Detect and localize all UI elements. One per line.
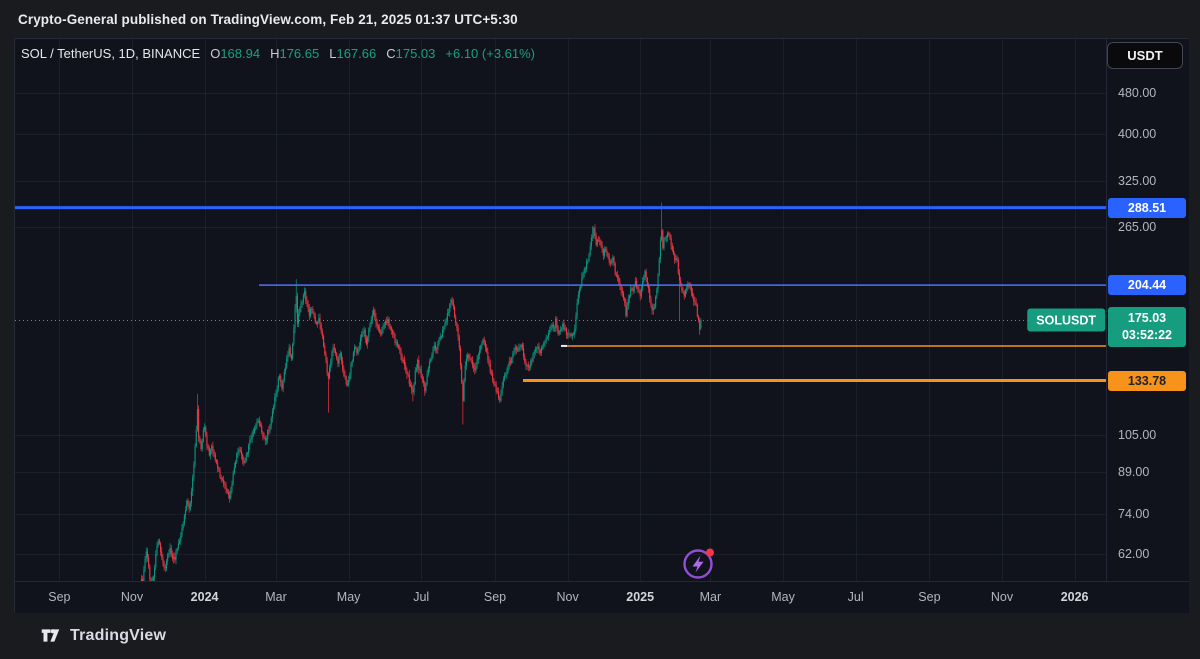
last-price-label: 175.03 03:52:22	[1108, 307, 1186, 348]
ohlc-high: H176.65	[270, 46, 320, 61]
price-tick-label: 89.00	[1118, 465, 1150, 480]
price-tick-label: 325.00	[1118, 173, 1157, 188]
price-tick-label: 265.00	[1118, 219, 1157, 234]
symbol-price-tag: SOLUSDT	[1027, 308, 1105, 332]
price-tick-label: 480.00	[1118, 86, 1157, 101]
footer: TradingView	[0, 612, 1200, 659]
ohlc-close: C175.03	[386, 46, 436, 61]
time-tick-label: 2024	[190, 590, 219, 604]
price-tick-label: 105.00	[1118, 428, 1157, 442]
time-tick-label: Sep	[48, 590, 71, 604]
time-tick-label: Nov	[120, 590, 144, 604]
notification-dot	[706, 548, 714, 557]
last-price-value: 175.03	[1127, 310, 1167, 325]
time-tick-label: May	[336, 590, 361, 604]
time-tick-label: Mar	[265, 590, 287, 604]
change-text: +6.10 (+3.61%)	[445, 46, 536, 61]
price-line-label-288[interactable]: 288.51	[1108, 197, 1186, 218]
time-tick-label: Jul	[413, 590, 430, 604]
time-tick-label: Mar	[699, 590, 722, 604]
time-tick-label: Nov	[556, 590, 579, 604]
chart-legend: SOL / TetherUS, 1D, BINANCE O168.94 H176…	[21, 46, 535, 61]
time-tick-label: Nov	[990, 590, 1014, 604]
time-tick-label: Sep	[918, 590, 941, 604]
time-tick-label: May	[771, 590, 795, 604]
currency-toggle-button[interactable]: USDT	[1107, 42, 1183, 69]
price-line-label-204[interactable]: 204.44	[1108, 275, 1186, 296]
price-line-label-133[interactable]: 133.78	[1108, 370, 1186, 391]
price-tick-label: 62.00	[1118, 546, 1150, 561]
ohlc-low: L167.66	[329, 46, 377, 61]
time-tick-label: Sep	[483, 590, 507, 604]
time-tick-label: Jul	[847, 590, 864, 604]
ohlc-open: O168.94	[210, 46, 261, 61]
candlestick-chart[interactable]	[15, 39, 1106, 581]
price-tick-label: 400.00	[1118, 127, 1157, 142]
price-tick-label: 74.00	[1118, 506, 1150, 521]
lightning-badge-icon	[683, 548, 714, 579]
time-axis[interactable]: Sep Nov 2024 Mar May Jul Sep Nov 2025 Mar May Jul Se…	[15, 581, 1189, 613]
footer-brand[interactable]: TradingView	[70, 626, 167, 644]
tradingview-logo-icon[interactable]	[40, 625, 61, 646]
time-tick-label: 2025	[626, 590, 655, 604]
published-text: Crypto-General published on TradingView.…	[18, 11, 518, 27]
time-tick-label: 2026	[1060, 590, 1089, 604]
chart-panel: SOL / TetherUS, 1D, BINANCE O168.94 H176…	[14, 38, 1189, 613]
symbol-title: SOL / TetherUS, 1D, BINANCE	[21, 46, 201, 61]
lightning-icon	[692, 555, 704, 573]
bar-close-countdown: 03:52:22	[1121, 328, 1173, 343]
published-bar: Crypto-General published on TradingView.…	[0, 0, 1200, 38]
